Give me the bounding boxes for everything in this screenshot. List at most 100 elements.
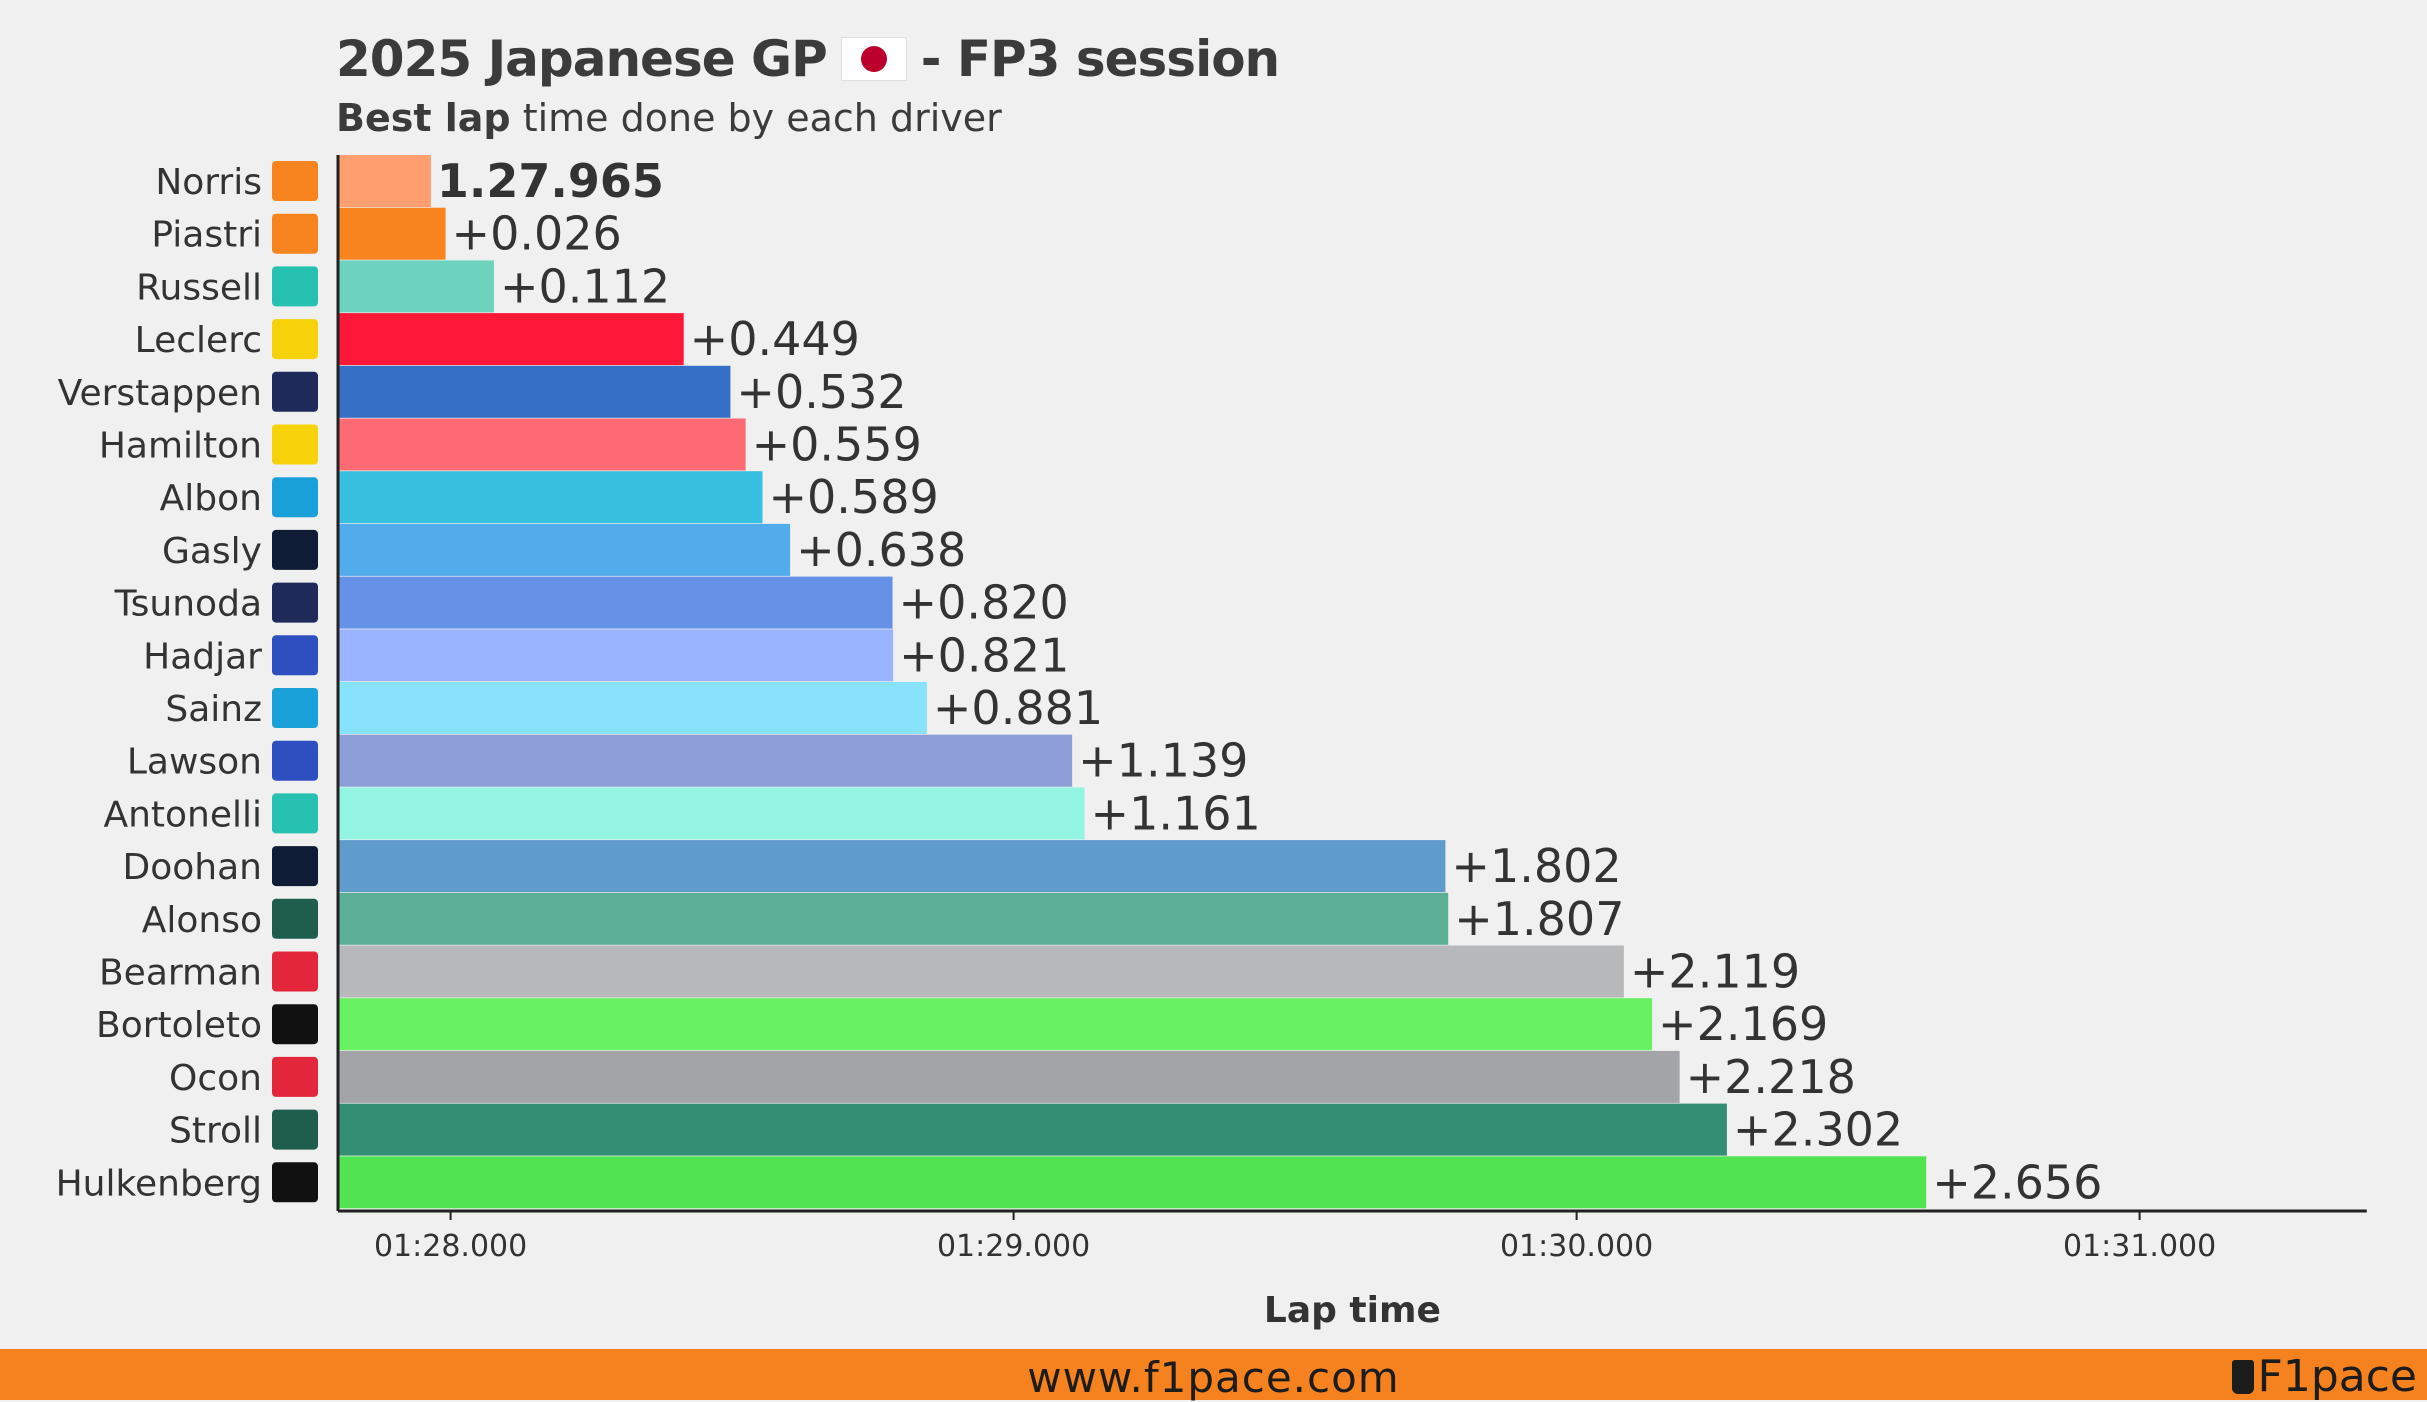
mclaren-logo-icon bbox=[272, 161, 318, 201]
japan-flag-icon bbox=[840, 37, 907, 81]
bars-group bbox=[338, 155, 1927, 1209]
haas-logo-icon bbox=[272, 1056, 318, 1097]
bar-antonelli bbox=[338, 787, 1085, 840]
bar-label-doohan: +1.802 bbox=[1451, 839, 1621, 893]
driver-name-piastri: Piastri bbox=[151, 215, 262, 256]
bar-label-ocon: +2.218 bbox=[1686, 1050, 1856, 1104]
bar-stroll bbox=[338, 1103, 1727, 1156]
driver-name-verstappen: Verstappen bbox=[58, 373, 262, 414]
bar-label-hamilton: +0.559 bbox=[752, 418, 922, 472]
bar-label-tsunoda: +0.820 bbox=[899, 576, 1069, 630]
driver-name-stroll: Stroll bbox=[169, 1111, 262, 1152]
bar-label-bortoleto: +2.169 bbox=[1658, 997, 1828, 1051]
bar-ocon bbox=[338, 1050, 1680, 1103]
chart-subtitle: Best lap time done by each driver bbox=[336, 96, 1002, 140]
bar-label-norris: 1.27.965 bbox=[437, 154, 664, 208]
bar-hamilton bbox=[338, 418, 746, 471]
racing-bulls-logo-icon bbox=[272, 635, 318, 676]
bar-sainz bbox=[338, 682, 927, 734]
bar-hulkenberg bbox=[338, 1156, 1927, 1209]
williams-logo-icon bbox=[272, 688, 318, 728]
mercedes-logo-icon bbox=[272, 793, 318, 834]
driver-name-albon: Albon bbox=[160, 478, 262, 519]
bar-label-leclerc: +0.449 bbox=[690, 312, 860, 366]
bar-piastri bbox=[338, 207, 446, 260]
bar-label-albon: +0.589 bbox=[769, 470, 939, 524]
bar-label-stroll: +2.302 bbox=[1733, 1103, 1903, 1157]
bar-bearman bbox=[338, 945, 1624, 998]
x-ticks-group: 01:28.000 01:29.000 01:30.000 01:31.000 bbox=[374, 1211, 2216, 1264]
sauber-logo-icon bbox=[272, 1004, 318, 1045]
x-tick-label: 01:30.000 bbox=[1500, 1229, 1653, 1264]
driver-name-russell: Russell bbox=[136, 267, 262, 308]
alpine-logo-icon bbox=[272, 529, 318, 570]
driver-name-norris: Norris bbox=[155, 162, 262, 203]
driver-name-gasly: Gasly bbox=[162, 531, 262, 572]
bar-label-gasly: +0.638 bbox=[796, 523, 966, 577]
driver-name-hadjar: Hadjar bbox=[143, 636, 262, 677]
sauber-logo-icon bbox=[272, 1162, 318, 1203]
bar-label-lawson: +1.139 bbox=[1078, 734, 1248, 788]
x-tick-label: 01:28.000 bbox=[374, 1229, 527, 1264]
cup-logo-icon bbox=[2231, 1359, 2254, 1394]
bar-alonso bbox=[338, 892, 1449, 945]
bar-label-alonso: +1.807 bbox=[1454, 892, 1624, 946]
bar-label-hadjar: +0.821 bbox=[899, 628, 1069, 682]
x-tick-label: 01:31.000 bbox=[2063, 1229, 2216, 1264]
bar-russell bbox=[338, 260, 494, 313]
ferrari-logo-icon bbox=[272, 319, 318, 360]
williams-logo-icon bbox=[272, 477, 318, 518]
bar-lawson bbox=[338, 734, 1073, 787]
bar-label-piastri: +0.026 bbox=[452, 207, 622, 261]
driver-name-hulkenberg: Hulkenberg bbox=[56, 1163, 262, 1204]
driver-name-bortoleto: Bortoleto bbox=[96, 1005, 262, 1046]
x-tick-label: 01:29.000 bbox=[937, 1229, 1090, 1264]
driver-name-hamilton: Hamilton bbox=[99, 426, 262, 467]
footer-url[interactable]: www.f1pace.com bbox=[1027, 1353, 1400, 1402]
chart-title: 2025 Japanese GP - FP3 session bbox=[336, 30, 1280, 88]
bar-verstappen bbox=[338, 365, 731, 418]
driver-name-tsunoda: Tsunoda bbox=[114, 584, 262, 625]
subtitle-bold: Best lap bbox=[336, 96, 511, 140]
driver-name-leclerc: Leclerc bbox=[135, 320, 262, 361]
bar-labels-group: 1.27.965+0.026+0.112+0.449+0.532+0.559+0… bbox=[437, 154, 2103, 1209]
title-text-pre: 2025 Japanese GP bbox=[336, 30, 828, 88]
footer-brand-text: F1pace bbox=[2257, 1351, 2417, 1402]
red-bull-logo-icon bbox=[272, 371, 318, 412]
aston-martin-logo-icon bbox=[272, 898, 318, 939]
bar-doohan bbox=[338, 840, 1446, 893]
bar-bortoleto bbox=[338, 998, 1653, 1051]
driver-name-ocon: Ocon bbox=[169, 1058, 262, 1099]
subtitle-rest: time done by each driver bbox=[510, 96, 1002, 140]
driver-name-doohan: Doohan bbox=[123, 847, 262, 888]
mclaren-logo-icon bbox=[272, 213, 318, 254]
ferrari-logo-icon bbox=[272, 424, 318, 465]
bar-label-bearman: +2.119 bbox=[1630, 945, 1800, 999]
racing-bulls-logo-icon bbox=[272, 740, 318, 781]
bar-label-russell: +0.112 bbox=[500, 259, 670, 313]
driver-name-alonso: Alonso bbox=[142, 900, 262, 941]
bar-label-hulkenberg: +2.656 bbox=[1932, 1155, 2102, 1209]
lap-time-bar-chart: Norris Piastri Russell Leclerc Verstappen Ham… bbox=[56, 154, 2367, 1331]
bar-gasly bbox=[338, 523, 791, 576]
aston-martin-logo-icon bbox=[272, 1109, 318, 1150]
footer-brand: F1pace bbox=[2231, 1351, 2417, 1402]
red-bull-logo-icon bbox=[272, 582, 318, 623]
bar-hadjar bbox=[338, 629, 894, 682]
driver-name-bearman: Bearman bbox=[99, 953, 262, 994]
driver-name-antonelli: Antonelli bbox=[103, 794, 262, 835]
bar-label-sainz: +0.881 bbox=[933, 681, 1103, 735]
bar-label-verstappen: +0.532 bbox=[736, 365, 906, 419]
x-axis-label: Lap time bbox=[1264, 1290, 1441, 1331]
driver-name-lawson: Lawson bbox=[127, 742, 262, 783]
title-text-post: - FP3 session bbox=[920, 30, 1280, 88]
bar-leclerc bbox=[338, 313, 684, 366]
bar-albon bbox=[338, 471, 763, 524]
driver-name-sainz: Sainz bbox=[165, 689, 262, 730]
haas-logo-icon bbox=[272, 951, 318, 992]
mercedes-logo-icon bbox=[272, 266, 318, 307]
bar-norris bbox=[338, 155, 431, 207]
bar-tsunoda bbox=[338, 576, 893, 629]
driver-names-group: Norris Piastri Russell Leclerc Verstappen Ham… bbox=[56, 162, 263, 1204]
team-icons-group bbox=[272, 161, 318, 1203]
